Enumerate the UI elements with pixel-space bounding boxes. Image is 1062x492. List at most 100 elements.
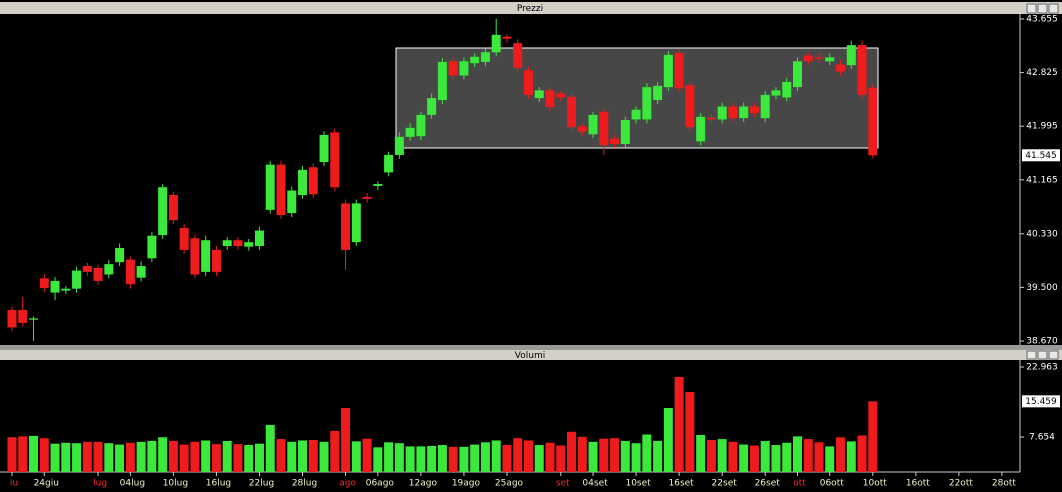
volume-bar — [437, 445, 447, 472]
x-tick-label: 19ago — [452, 479, 481, 489]
candle-body — [298, 169, 308, 196]
window-buttons[interactable] — [1026, 3, 1059, 14]
candle-body — [782, 81, 792, 98]
candle-body — [136, 266, 146, 278]
x-tick-label: 16set — [669, 479, 695, 489]
y-tick-label: 38.670 — [1026, 336, 1058, 346]
x-tick-label: 10set — [625, 479, 651, 489]
candle-body — [545, 90, 555, 108]
x-tick-label: ott — [793, 479, 806, 489]
panel-separator — [0, 345, 1062, 350]
candle-body — [674, 52, 684, 89]
x-tick-label: set — [556, 479, 570, 489]
panel-title: Volumi — [515, 351, 545, 361]
candle-body — [825, 57, 835, 62]
volume-bar — [717, 439, 727, 472]
candle-body — [534, 90, 544, 99]
volume-bar — [308, 440, 318, 472]
volume-bar — [93, 441, 103, 472]
candle-body — [7, 309, 17, 328]
candle-body — [308, 167, 318, 195]
volume-bar — [771, 445, 781, 472]
candle-body — [190, 238, 200, 275]
volume-bar — [179, 444, 189, 472]
volume-bar — [631, 443, 641, 472]
volume-bar — [233, 444, 243, 472]
candle-body — [749, 106, 759, 113]
candle-body — [663, 54, 673, 88]
volume-bar — [814, 442, 824, 472]
candle-body — [211, 249, 221, 272]
candle-body — [82, 266, 92, 272]
candle-body — [459, 61, 469, 76]
volume-bar — [749, 445, 759, 472]
candle-body — [222, 240, 232, 247]
x-tick-label: 25ago — [495, 479, 524, 489]
candle-body — [179, 227, 189, 250]
volume-bar — [168, 440, 178, 472]
candle-body — [470, 56, 480, 64]
x-tick-label: 16ott — [906, 479, 930, 489]
y-tick-label: 41.995 — [1026, 122, 1058, 132]
candle-body — [416, 114, 426, 137]
volume-bar — [803, 439, 813, 472]
candle-body — [61, 288, 71, 291]
panel-title-bar — [0, 350, 1062, 360]
x-tick-label: iu — [10, 479, 18, 489]
y-tick-label: 39.500 — [1026, 283, 1058, 293]
candle-body — [104, 264, 114, 275]
maximize-button[interactable] — [1037, 3, 1048, 14]
volume-bar — [115, 444, 125, 472]
volume-bar — [545, 442, 555, 472]
candle-body — [394, 136, 404, 155]
volume-bar — [104, 443, 114, 472]
close-button[interactable] — [1048, 3, 1059, 14]
volume-bar — [502, 445, 512, 472]
last-value-box — [1022, 149, 1060, 162]
candle-body — [642, 87, 652, 120]
candle-body — [653, 85, 663, 101]
volume-bar — [416, 446, 426, 472]
candle-body — [72, 270, 82, 289]
volume-bar — [567, 431, 577, 472]
candle-body — [158, 187, 168, 236]
volume-bar — [276, 439, 286, 472]
x-tick-label: 04set — [582, 479, 608, 489]
candle-body — [351, 203, 361, 243]
candle-body — [567, 96, 577, 128]
window-buttons[interactable] — [1026, 350, 1059, 360]
x-tick-label: 28lug — [292, 479, 317, 489]
last-value-label: 41.545 — [1025, 151, 1057, 161]
volume-bar — [513, 438, 523, 472]
x-tick-label: 26set — [755, 479, 781, 489]
volume-bar — [696, 434, 706, 472]
volume-bar — [136, 441, 146, 472]
volume-bar — [341, 408, 351, 472]
candle-body — [846, 45, 856, 66]
minimize-button[interactable] — [1026, 3, 1037, 14]
volume-bar — [868, 401, 878, 472]
volume-bar — [72, 443, 82, 472]
candle-body — [706, 117, 716, 120]
volume-bar — [287, 441, 297, 472]
candle-body — [341, 203, 351, 250]
candle-body — [384, 154, 394, 173]
panel-title: Prezzi — [517, 4, 543, 14]
y-tick-label: 40.330 — [1026, 229, 1058, 239]
volume-bar — [836, 437, 846, 472]
x-tick-label: 04lug — [120, 479, 145, 489]
volume-bar — [674, 376, 684, 472]
close-button[interactable] — [1048, 350, 1059, 360]
candle-body — [201, 240, 211, 272]
volume-bar — [405, 446, 415, 472]
candle-body — [373, 184, 383, 186]
volume-bar — [190, 441, 200, 472]
maximize-button[interactable] — [1037, 350, 1048, 360]
volume-bar — [222, 440, 232, 472]
candle-body — [319, 134, 329, 163]
candle-body — [448, 61, 458, 76]
last-value-box — [1022, 395, 1060, 408]
minimize-button[interactable] — [1026, 350, 1037, 360]
volume-bar — [459, 446, 469, 472]
